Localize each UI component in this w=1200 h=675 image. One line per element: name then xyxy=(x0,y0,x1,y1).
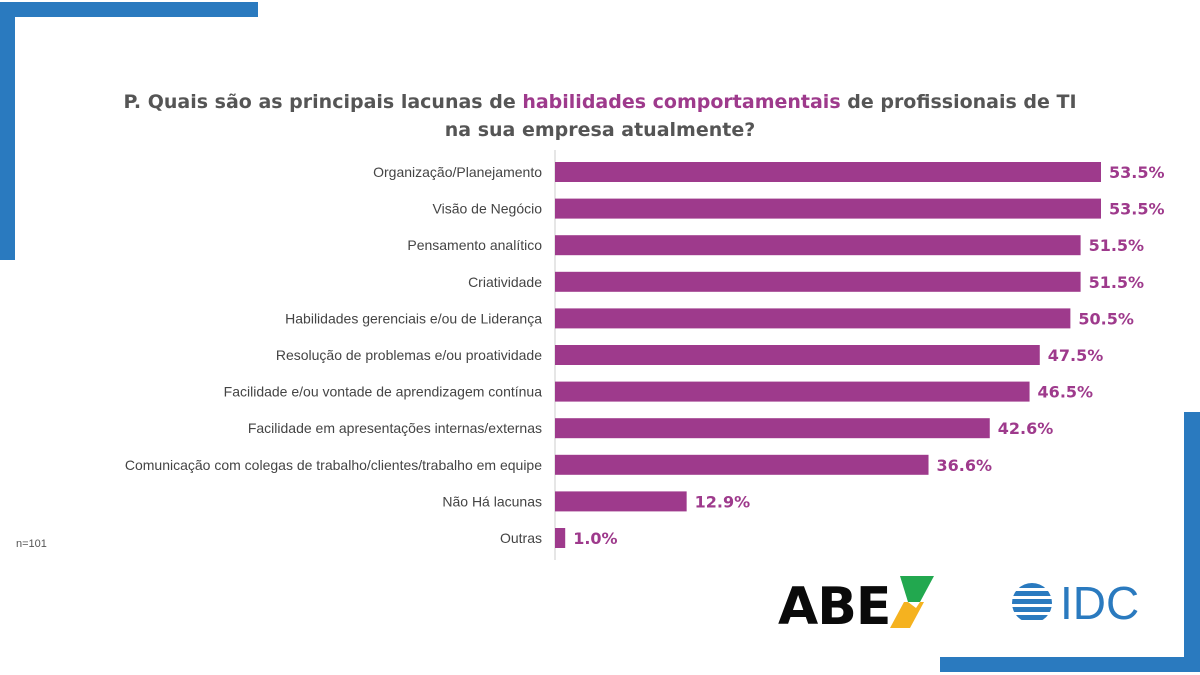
data-label: 51.5% xyxy=(1089,236,1145,255)
title-line2: na sua empresa atualmente? xyxy=(444,119,756,141)
data-label: 50.5% xyxy=(1078,309,1134,328)
bar xyxy=(555,418,990,439)
category-label: Facilidade e/ou vontade de aprendizagem … xyxy=(224,384,543,400)
frame-top-left-horizontal xyxy=(0,2,258,17)
data-label: 47.5% xyxy=(1048,346,1104,365)
frame-top-left-vertical xyxy=(0,2,15,260)
bar xyxy=(555,271,1081,292)
data-label: 42.6% xyxy=(998,419,1054,438)
category-label: Criatividade xyxy=(468,274,542,290)
category-label: Pensamento analítico xyxy=(407,237,542,253)
category-label: Organização/Planejamento xyxy=(373,164,542,180)
title-part2: de profissionais de TI xyxy=(840,91,1077,113)
idc-logo-text: IDC xyxy=(1060,577,1140,629)
data-label: 1.0% xyxy=(573,529,617,548)
bar xyxy=(555,235,1081,256)
bar xyxy=(555,162,1101,182)
title-highlight: habilidades comportamentais xyxy=(522,91,841,113)
category-label: Facilidade em apresentações internas/ext… xyxy=(248,420,542,436)
sample-size-note: n=101 xyxy=(16,538,47,550)
frame-bottom-right-vertical xyxy=(1184,412,1200,672)
abes-logo: ABE xyxy=(778,576,935,637)
title-part1: P. Quais são as principais lacunas de xyxy=(123,91,523,113)
bar xyxy=(555,528,566,548)
category-label: Não Há lacunas xyxy=(442,493,542,509)
bar xyxy=(555,491,687,512)
bar xyxy=(555,308,1071,329)
data-label: 46.5% xyxy=(1038,383,1094,402)
category-label: Habilidades gerenciais e/ou de Liderança xyxy=(285,310,542,326)
frame-bottom-right-horizontal xyxy=(940,657,1200,672)
category-label: Outras xyxy=(500,530,542,546)
category-label: Resolução de problemas e/ou proatividade xyxy=(276,347,542,363)
bar xyxy=(555,454,929,475)
data-label: 36.6% xyxy=(937,456,993,475)
chart-title: P. Quais são as principais lacunas de ha… xyxy=(0,88,1200,144)
data-label: 53.5% xyxy=(1109,200,1165,219)
data-label: 53.5% xyxy=(1109,163,1165,182)
idc-globe-icon xyxy=(1012,583,1052,620)
category-label: Comunicação com colegas de trabalho/clie… xyxy=(125,457,542,473)
bar xyxy=(555,198,1101,219)
data-label: 12.9% xyxy=(695,492,751,511)
bar xyxy=(555,345,1040,365)
bar xyxy=(555,381,1030,402)
category-label: Visão de Negócio xyxy=(433,201,543,217)
abes-s-mark-icon xyxy=(890,576,935,628)
data-label: 51.5% xyxy=(1089,273,1145,292)
idc-logo: IDC xyxy=(1010,578,1139,628)
